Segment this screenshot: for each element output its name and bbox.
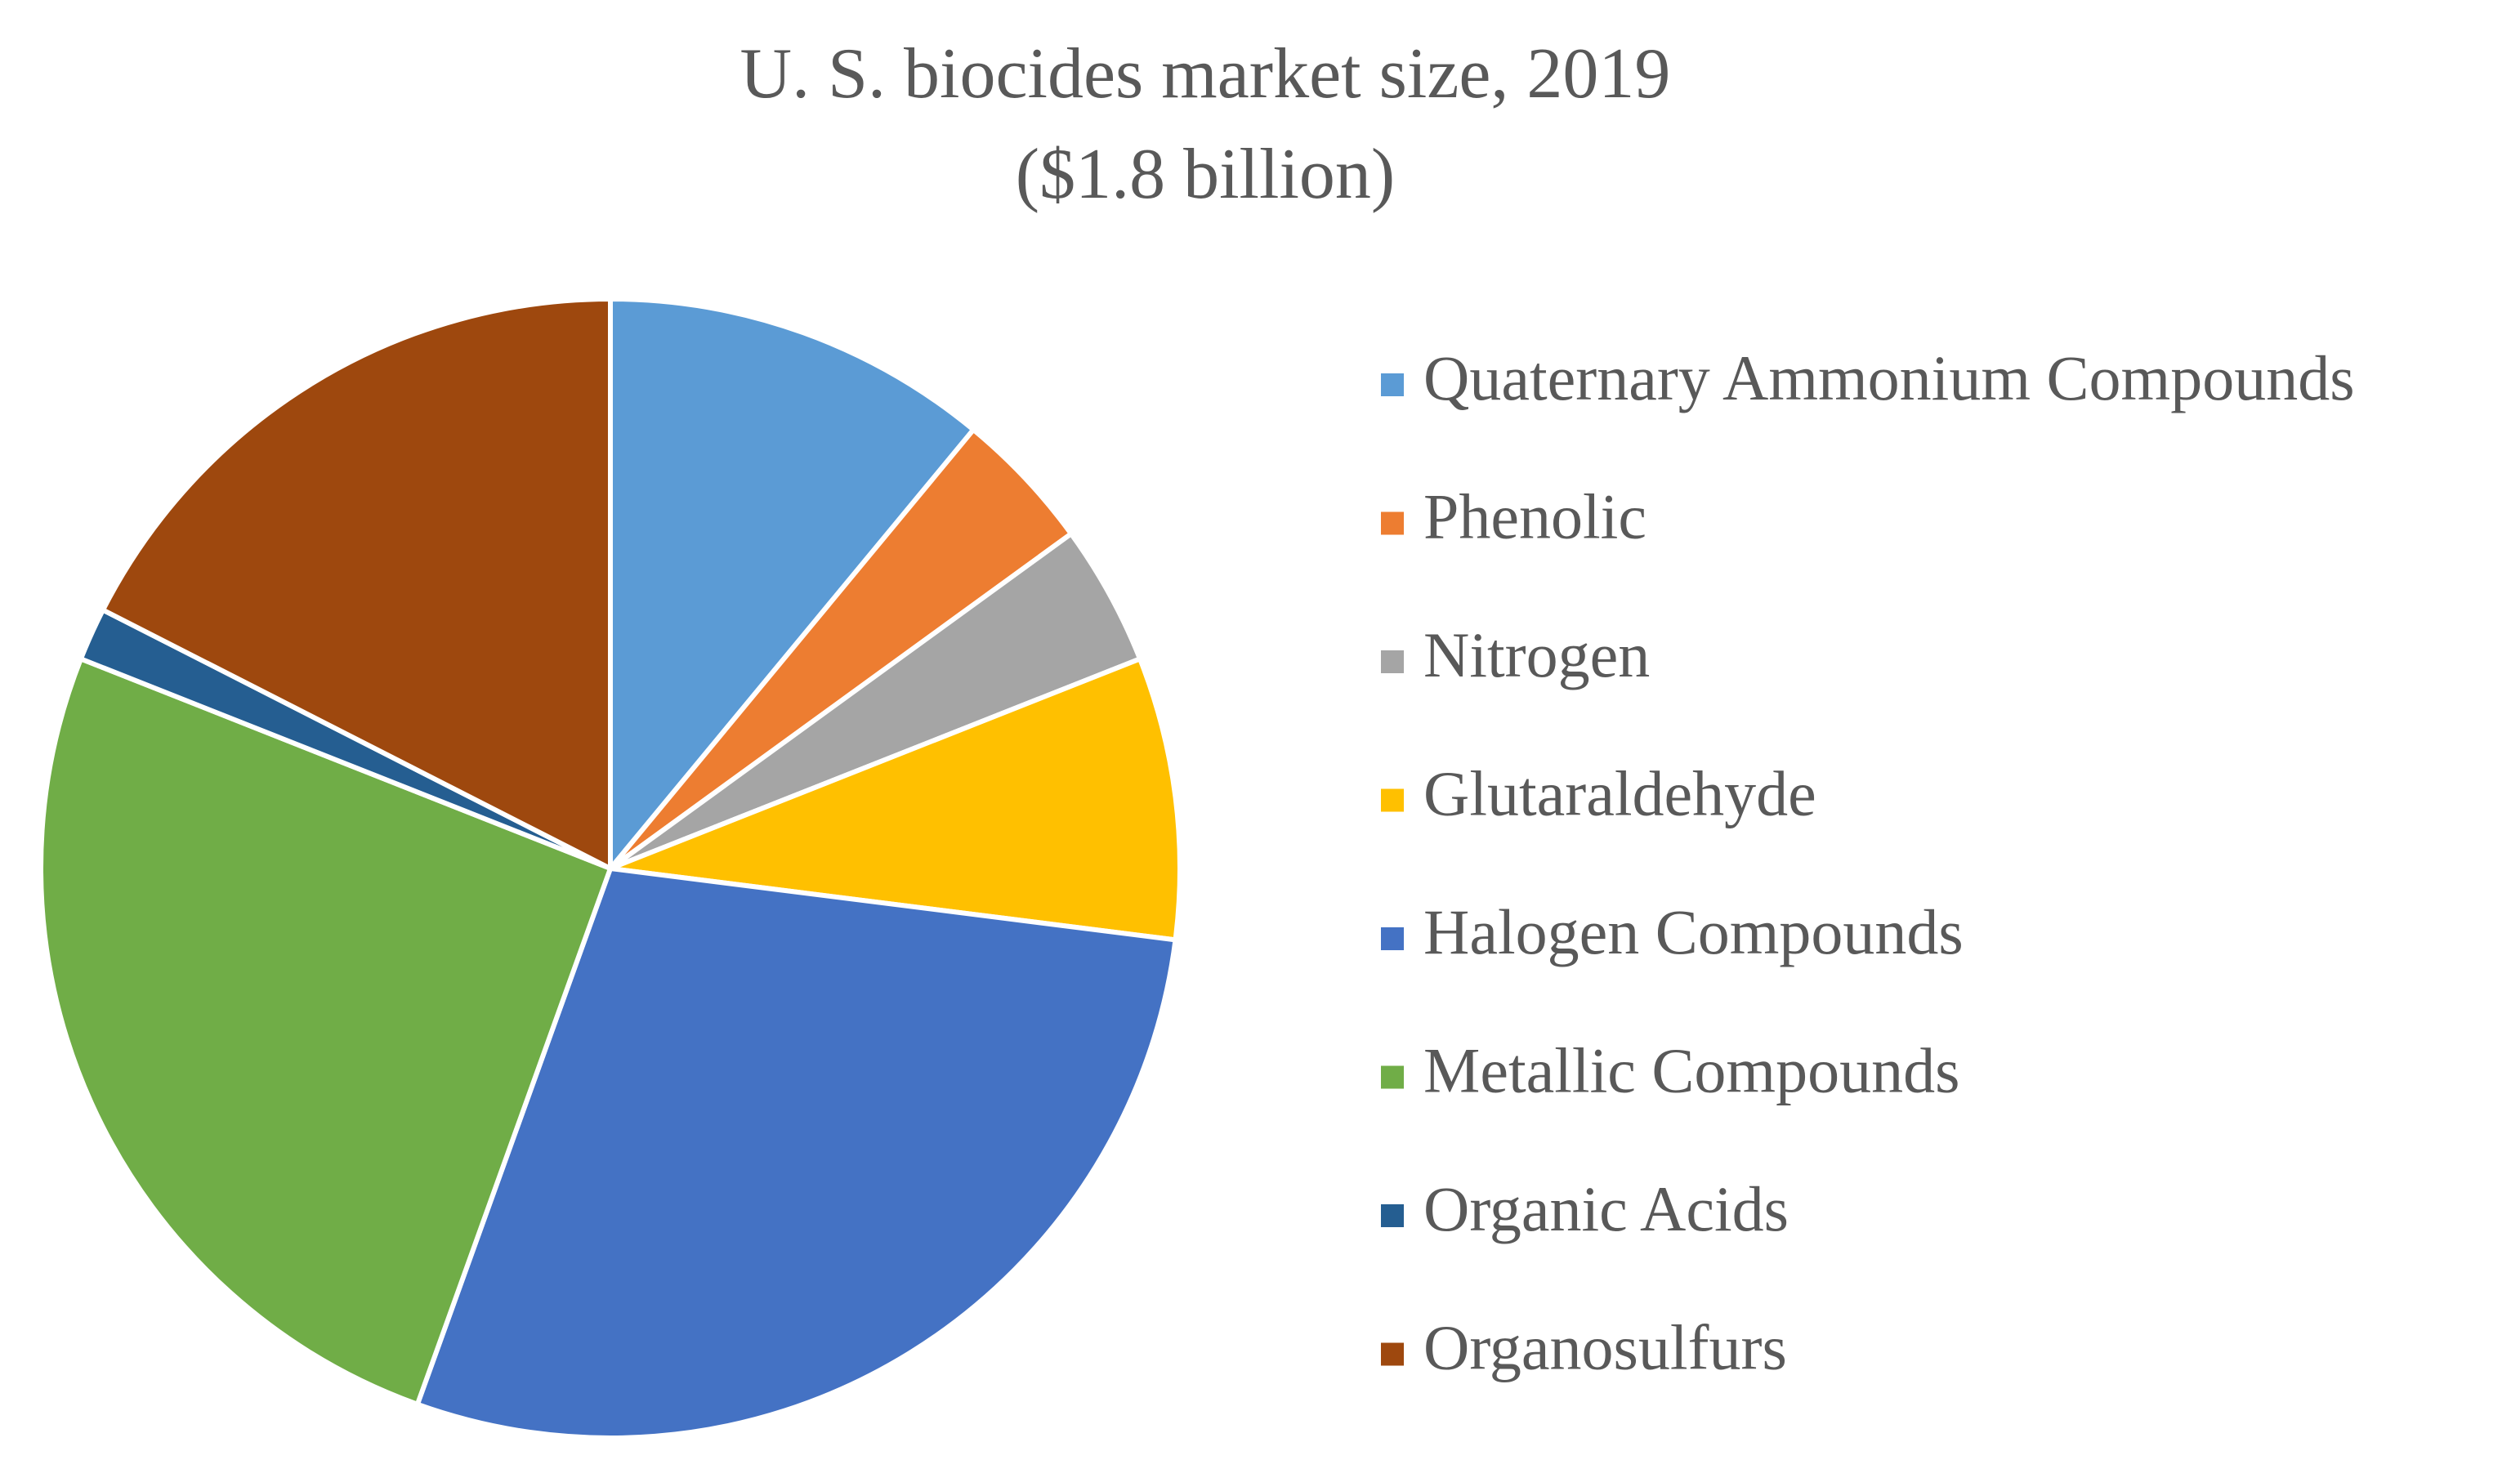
legend-swatch <box>1381 1342 1404 1366</box>
chart-subtitle: ($1.8 billion) <box>1016 135 1395 214</box>
legend-swatch <box>1381 1204 1404 1227</box>
legend-label: Metallic Compounds <box>1423 1034 1959 1105</box>
pie-slice <box>608 297 976 871</box>
legend-swatch <box>1381 1065 1404 1089</box>
legend-label: Organosulfurs <box>1423 1311 1787 1382</box>
legend-swatch <box>1381 373 1404 396</box>
legend-swatch <box>1381 511 1404 535</box>
legend-label: Quaternary Ammonium Compounds <box>1423 342 2355 413</box>
legend: Quaternary Ammonium Compounds Phenolic Nit… <box>1381 342 2355 1382</box>
legend-label: Phenolic <box>1423 480 1646 551</box>
pie <box>38 297 1182 1440</box>
chart-title: U. S. biocides market size, 2019 <box>740 34 1671 114</box>
legend-label: Halogen Compounds <box>1423 896 1964 967</box>
pie-slice <box>100 297 613 871</box>
pie-slice <box>38 656 613 1407</box>
legend-label: Organic Acids <box>1423 1173 1789 1244</box>
pie-slice <box>608 656 1182 943</box>
legend-label: Nitrogen <box>1423 619 1650 690</box>
legend-swatch <box>1381 650 1404 673</box>
legend-swatch <box>1381 927 1404 950</box>
pie-slice <box>414 866 1178 1440</box>
legend-swatch <box>1381 788 1404 812</box>
legend-label: Glutaraldehyde <box>1423 757 1816 828</box>
